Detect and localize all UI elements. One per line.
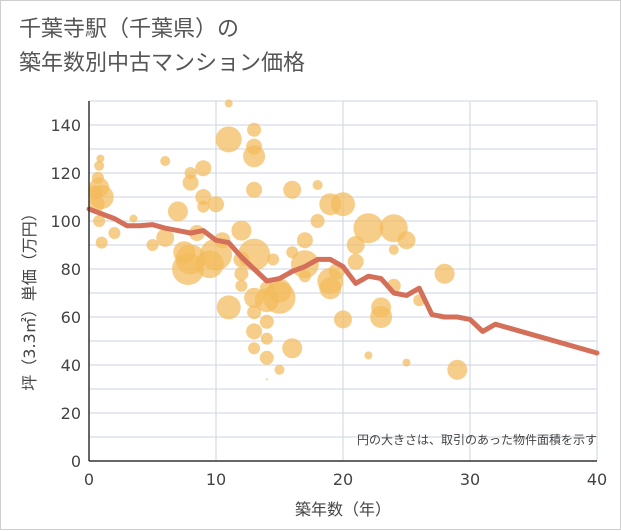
y-tick-label: 40: [61, 356, 81, 375]
bubble-point: [310, 214, 325, 228]
bubble-point: [296, 232, 313, 249]
y-axis-title: 坪（3.3㎡）単価（万円）: [20, 205, 39, 390]
x-tick-label: 0: [84, 470, 94, 489]
y-tick-label: 20: [61, 404, 81, 423]
bubble-point: [94, 160, 105, 171]
bubble-point: [195, 160, 212, 177]
bubble-point: [95, 236, 108, 249]
bubble-point: [231, 220, 252, 241]
y-tick-label: 140: [50, 116, 81, 135]
bubble-point: [259, 350, 274, 365]
bubble-point: [334, 310, 352, 329]
bubble-point: [312, 180, 323, 190]
bubble-point: [347, 253, 364, 270]
bubble-point: [283, 180, 302, 199]
y-tick-label: 100: [50, 212, 81, 231]
bubble-point: [215, 126, 242, 153]
bubble-point: [331, 192, 355, 217]
x-tick-label: 10: [206, 470, 226, 489]
bubble-point: [160, 156, 171, 166]
bubble-point: [247, 122, 262, 137]
x-tick-labels: 0 10 20 30 40: [84, 470, 607, 489]
bubble-point: [89, 185, 114, 209]
bubble-point: [146, 239, 159, 251]
bubble-point: [298, 270, 311, 283]
bubble-point: [364, 351, 373, 360]
bubble-point: [195, 189, 212, 205]
bubble-point: [319, 277, 342, 300]
x-tick-label: 20: [333, 470, 353, 489]
bubble-size-note: 円の大きさは、取引のあった物件面積を示す: [357, 432, 597, 447]
bubble-point: [246, 138, 263, 155]
bubble-point: [208, 196, 224, 213]
bubble-point: [246, 323, 263, 340]
bubble-point: [108, 227, 121, 239]
bubble-point: [167, 201, 188, 222]
bubble-point: [156, 228, 175, 247]
chart-title: 千葉寺駅（千葉県）の 築年数別中古マンション価格: [19, 17, 306, 76]
bubble-point: [265, 378, 268, 381]
bubble-point: [274, 364, 285, 375]
bubble-point: [216, 295, 241, 320]
bubble-point: [184, 167, 197, 179]
x-tick-label: 30: [460, 470, 480, 489]
bubble-point: [93, 215, 106, 227]
bubble-point: [197, 200, 210, 213]
bubble-point: [370, 306, 393, 328]
bubble-point: [247, 305, 262, 320]
bubble-point: [434, 263, 455, 284]
bubble-point: [234, 266, 249, 281]
axes: [88, 101, 597, 462]
bubble-point: [353, 213, 384, 244]
y-tick-label: 60: [61, 308, 81, 327]
x-tick-label: 40: [587, 470, 607, 489]
bubble-point: [260, 332, 273, 345]
y-tick-labels: 0 20 40 60 80 100 120 140: [50, 116, 81, 471]
trend-line: [86, 206, 600, 356]
bubble-point: [182, 174, 199, 191]
bubble-point: [235, 279, 248, 292]
bubble-point: [397, 231, 416, 250]
bubble-point: [259, 314, 274, 329]
bubble-point: [224, 99, 233, 108]
bubble-point: [248, 342, 261, 355]
bubble-point: [282, 338, 303, 359]
y-tick-label: 120: [50, 164, 81, 183]
bubble-point: [267, 253, 280, 266]
bubble-point: [447, 359, 468, 380]
y-tick-label: 80: [61, 260, 81, 279]
y-tick-label: 0: [71, 452, 81, 471]
bubble-point: [402, 358, 411, 367]
bubble-point: [263, 281, 296, 314]
bubble-point: [129, 214, 138, 223]
x-axis-title: 築年数（年）: [295, 500, 391, 519]
bubbles: [88, 99, 468, 381]
bubble-point: [388, 244, 399, 255]
bubble-point: [246, 181, 263, 198]
bubble-point: [96, 154, 105, 163]
